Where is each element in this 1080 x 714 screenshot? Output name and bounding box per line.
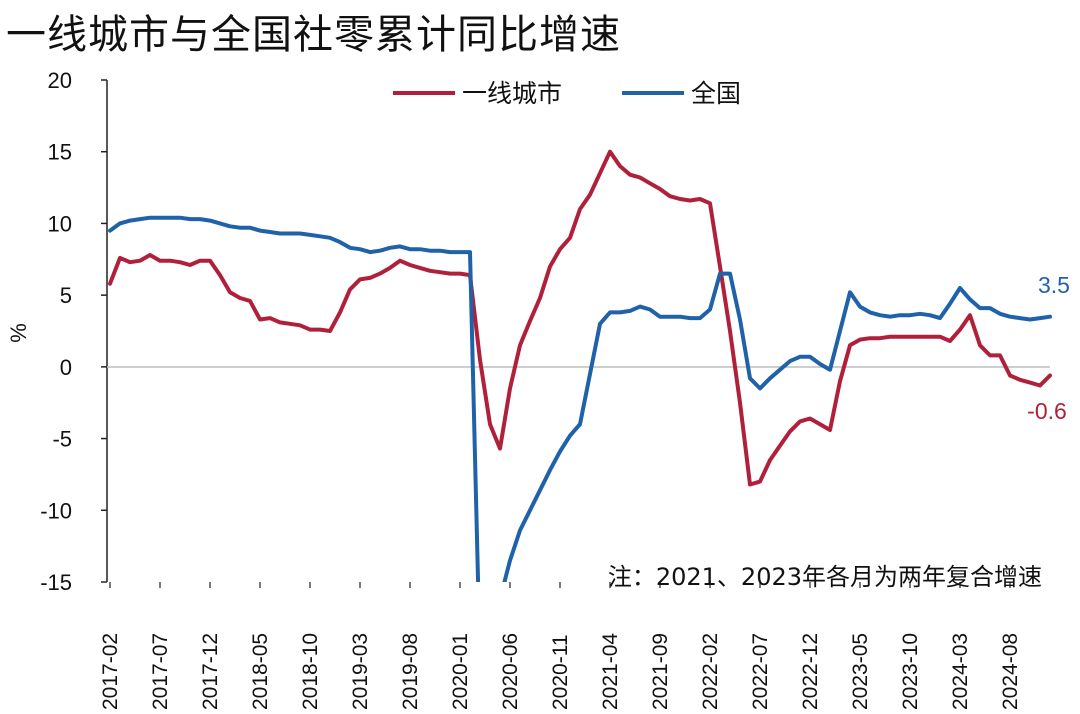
series-layer — [108, 149, 1052, 582]
end-value-label: 3.5 — [1038, 272, 1070, 298]
y-tick-label: -10 — [40, 498, 72, 523]
x-tick-label: 2020-01 — [449, 633, 472, 710]
x-tick-label: 2022-02 — [699, 633, 722, 710]
legend-label: 全国 — [691, 79, 741, 108]
x-tick-label: 2017-02 — [99, 633, 122, 710]
chart-note: 注：2021、2023年各月为两年复合增速 — [608, 563, 1042, 591]
x-tick-label: 2024-03 — [949, 633, 972, 710]
end-value-label: -0.6 — [1027, 398, 1067, 424]
x-tick-label: 2020-06 — [499, 633, 522, 710]
y-axis-label: % — [6, 323, 31, 343]
x-axis-ticks: 2017-02 2017-07 2017-12 2018-05 2018-10 2019-… — [99, 582, 1022, 710]
x-tick-label: 2021-04 — [599, 633, 622, 710]
x-tick-label: 2019-08 — [399, 633, 422, 710]
chart-title: 一线城市与全国社零累计同比增速 — [6, 12, 621, 58]
y-axis-ticks: 20 15 10 5 0 -5 -10 -15 — [40, 68, 107, 595]
y-tick-label: 0 — [60, 355, 72, 380]
y-tick-label: -5 — [52, 427, 72, 452]
legend-label: 一线城市 — [462, 79, 562, 108]
series-line-first-tier-cities — [108, 149, 1052, 487]
y-tick-label: -15 — [40, 570, 72, 595]
x-tick-label: 2019-03 — [349, 633, 372, 710]
x-tick-label: 2024-08 — [999, 633, 1022, 710]
x-tick-label: 2018-05 — [249, 633, 272, 710]
x-tick-label: 2023-10 — [899, 633, 922, 710]
x-tick-label: 2020-11 — [549, 634, 572, 710]
y-tick-label: 15 — [48, 140, 72, 165]
x-tick-label: 2017-12 — [199, 633, 222, 710]
x-tick-label: 2022-07 — [749, 633, 772, 710]
y-tick-label: 5 — [60, 283, 72, 308]
x-tick-label: 2018-10 — [299, 633, 322, 710]
x-tick-label: 2017-07 — [149, 633, 172, 710]
legend: 一线城市 全国 — [393, 79, 741, 108]
x-tick-label: 2021-09 — [649, 633, 672, 710]
x-tick-label: 2023-05 — [849, 633, 872, 710]
y-tick-label: 20 — [48, 68, 72, 93]
x-tick-label: 2022-12 — [799, 633, 822, 710]
series-line-national — [108, 215, 1052, 582]
y-tick-label: 10 — [48, 211, 72, 236]
